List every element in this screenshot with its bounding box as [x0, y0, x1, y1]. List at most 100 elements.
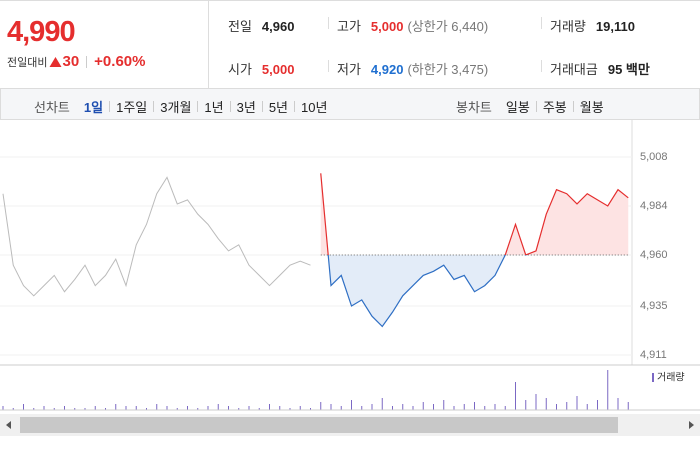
volume-bar — [392, 406, 393, 410]
volume-bar — [566, 402, 568, 410]
volume-bar — [12, 408, 14, 410]
tab-group: 봉차트 일봉 주봉 월봉 — [456, 97, 604, 116]
tab[interactable]: 3년 — [236, 100, 256, 115]
tab[interactable]: 10년 — [301, 100, 328, 115]
volume-bar — [217, 404, 219, 410]
volume-bar — [146, 408, 147, 410]
volume-bar — [289, 408, 291, 410]
scroll-right[interactable] — [689, 421, 694, 429]
volume-bar — [156, 404, 158, 410]
tab[interactable]: 월봉 — [579, 100, 604, 115]
info-value: 95 백만 — [607, 62, 650, 77]
sep — [229, 101, 231, 112]
info-label: 저가 — [337, 62, 361, 77]
volume-bar — [105, 408, 106, 410]
tab-group-label: 선차트 — [34, 100, 70, 115]
volume-bar — [279, 406, 281, 410]
volume-bar — [84, 408, 86, 410]
tab[interactable]: 1일 — [83, 100, 104, 115]
scroll-left[interactable] — [6, 421, 11, 429]
volume-bar — [412, 406, 414, 410]
sep — [153, 101, 155, 112]
volume-bar — [340, 406, 342, 410]
tab[interactable]: 일봉 — [505, 100, 530, 115]
divider — [541, 17, 542, 29]
volume-bar — [422, 402, 424, 410]
legend-label: 거래량 — [657, 372, 685, 384]
change-pct: +0.60% — [94, 53, 146, 70]
volume-bar — [545, 398, 547, 410]
volume-bar — [504, 406, 506, 410]
volume-bar — [443, 400, 445, 410]
volume-bar — [33, 408, 35, 410]
volume-bar — [310, 408, 311, 410]
tab[interactable]: 1년 — [204, 100, 224, 115]
tab-bar: 선차트 1일 1주일 3개월 1년 3년 5년 10년 봉차트 일봉 주봉 월봉 — [0, 88, 700, 120]
sep — [109, 101, 111, 112]
volume-bar — [525, 400, 527, 410]
info-cell: 시가 5,000 — [228, 59, 294, 78]
info-label: 전일 — [228, 19, 252, 34]
tab[interactable]: 5년 — [268, 100, 289, 115]
info-label: 시가 — [228, 62, 252, 77]
volume-bar — [381, 398, 383, 410]
volume-bar — [402, 404, 404, 410]
divider — [541, 60, 542, 72]
volume-bar — [474, 402, 475, 410]
divider — [328, 60, 329, 72]
volume-bar — [515, 382, 516, 410]
volume-bar — [166, 406, 168, 410]
volume-bar — [299, 406, 301, 410]
sep — [261, 101, 263, 112]
tab-group-label: 봉차트 — [456, 100, 492, 115]
volume-bar — [320, 402, 322, 410]
volume-bar — [2, 406, 4, 410]
volume-bar — [371, 404, 373, 410]
line-above — [320, 173, 629, 255]
y-tick-label: 5,008 — [640, 151, 668, 163]
volume-bar — [576, 396, 578, 410]
volume-bar — [484, 406, 486, 410]
info-cell: 전일 4,960 — [228, 16, 294, 35]
sep — [197, 101, 199, 112]
tab[interactable]: 1주일 — [116, 100, 148, 115]
price: 4,990 — [7, 16, 76, 48]
volume-bar — [556, 404, 557, 410]
info-value: 4,960 — [261, 19, 295, 34]
tab[interactable]: 주봉 — [542, 100, 567, 115]
legend-swatch — [652, 373, 654, 382]
volume-bar — [361, 406, 363, 410]
volume-bar — [187, 406, 188, 410]
chart: 5,008 4,984 4,960 4,935 4,911 거래량 — [0, 120, 700, 436]
volume-bar — [125, 406, 127, 410]
volume-bar — [53, 408, 55, 410]
scrollbar-thumb[interactable] — [20, 417, 618, 433]
volume-bar — [330, 404, 332, 410]
volume-bar — [135, 406, 137, 410]
tab[interactable]: 3개월 — [160, 100, 192, 115]
area-above — [320, 173, 629, 255]
volume-bar — [617, 398, 619, 410]
divider — [328, 17, 329, 29]
y-tick-label: 4,935 — [640, 300, 668, 312]
info-value: 4,920 — [370, 62, 404, 77]
volume-bar — [197, 408, 199, 410]
volume-bar — [228, 406, 229, 410]
volume-bar — [94, 406, 96, 410]
sep — [294, 101, 296, 112]
volume-bar — [176, 408, 178, 410]
sep — [572, 101, 574, 112]
volume-bar — [115, 404, 117, 410]
volume-bar — [248, 406, 250, 410]
info-value: 5,000 — [370, 19, 404, 34]
up-icon — [49, 56, 62, 67]
y-tick-label: 4,984 — [640, 200, 668, 212]
change-row: 전일대비 30 +0.60% — [7, 53, 145, 70]
sep — [86, 55, 88, 68]
line — [2, 176, 311, 297]
area-below — [328, 254, 506, 327]
line-below — [327, 254, 528, 328]
volume-bar — [433, 404, 434, 410]
volume-bar — [351, 400, 352, 410]
divider — [208, 0, 209, 88]
